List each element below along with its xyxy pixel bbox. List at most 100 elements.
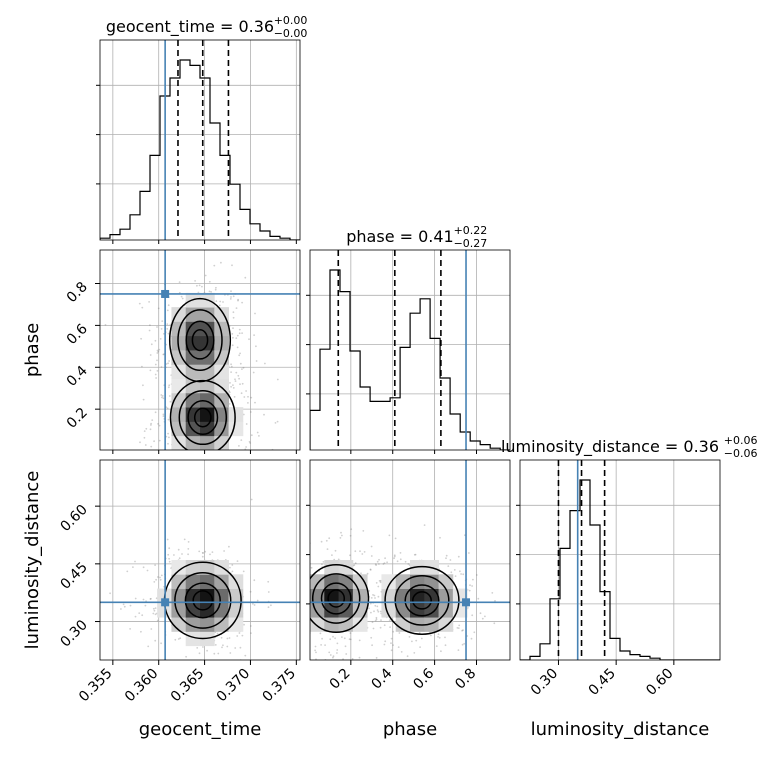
density-cell [185,364,201,379]
density-cell [214,617,229,632]
x-tick-label: 0.2 [327,666,354,693]
scatter-point [462,573,465,576]
density-cell [214,364,229,379]
scatter-point [264,362,266,365]
scatter-point [320,644,322,646]
scatter-point [210,291,213,293]
scatter-point [358,656,361,659]
scatter-point [157,307,160,310]
scatter-point [382,563,385,565]
title-geocent_time: geocent_time = 0.36 [106,17,274,37]
scatter-point [471,614,474,617]
scatter-point [238,632,241,634]
scatter-point [419,646,421,648]
scatter-point [232,327,234,329]
scatter-point [255,360,258,362]
hist-step-phase [310,269,510,450]
scatter-point [211,551,214,553]
scatter-point [314,649,316,652]
scatter-point [274,422,277,424]
scatter-point [187,548,190,550]
scatter-point [396,560,399,563]
density-cell [438,574,454,589]
scatter-point [388,534,391,537]
x-tick-label: 0.30 [528,666,561,699]
scatter-point [142,598,145,601]
scatter-point [239,383,241,386]
hist-step-luminosity_distance [520,479,720,660]
scatter-point [197,457,199,459]
scatter-point [343,637,346,640]
scatter-point [219,300,222,303]
scatter-point [263,413,265,416]
scatter-point [437,633,440,636]
contour-level-3 [311,573,361,624]
scatter-point [276,378,279,381]
density-cell [381,574,397,589]
scatter-point [201,285,203,288]
scatter-point [378,563,380,565]
scatter-point [177,548,180,551]
scatter-point [414,553,417,556]
scatter-point [457,555,460,558]
scatter-point [222,644,224,647]
scatter-point [354,562,357,565]
scatter-point [208,290,211,293]
density-cell [200,588,215,604]
contour-level-1 [193,407,212,428]
scatter-point [254,401,256,404]
scatter-point [358,639,361,642]
scatter-point [334,637,336,640]
contour-level-1 [192,590,214,611]
scatter-point [233,396,236,398]
scatter-point [120,608,122,610]
scatter-point [461,643,464,646]
scatter-point [373,610,375,613]
scatter-point [232,311,235,314]
scatter-point [374,604,377,607]
scatter-point [371,621,374,624]
scatter-point [388,619,391,621]
scatter-point [302,589,304,591]
scatter-point [139,441,141,444]
scatter-point [463,642,466,645]
scatter-point [454,575,457,577]
scatter-point [304,585,306,587]
scatter-point [235,337,238,339]
scatter-point [167,432,170,435]
scatter-point [208,280,211,283]
scatter-point [267,591,270,593]
scatter-point [305,582,307,584]
scatter-point [180,295,183,298]
hist-grid-geocent_time-x [112,40,297,240]
scatter-point [156,359,158,362]
scatter-point [415,639,418,642]
contour-level-3 [174,571,232,629]
scatter-point [238,377,241,380]
scatter-point [211,457,213,459]
density-cell [185,560,201,575]
scatter-point [253,579,256,582]
scatter-point [167,418,170,421]
panel-frame [99,459,301,661]
scatter-point [179,637,182,640]
scatter-point [354,550,357,553]
scatter-point [374,563,377,565]
scatter-point [141,306,144,309]
scatter-point [220,261,222,264]
hist-geocent_time [100,40,300,240]
scatter-point [475,574,478,576]
scatter-point [372,627,375,630]
scatter-point [471,585,473,587]
scatter-point [229,566,231,569]
scatter-point [353,564,356,567]
scatter-point [420,637,423,640]
scatter-point [377,610,380,613]
hist-frame-phase [309,249,511,451]
contour-level-4 [310,563,370,634]
scatter-point [167,553,170,556]
scatter-point [150,597,152,600]
scatter-point [328,537,331,540]
truth-lines-phase-luminosity_distance [310,460,510,660]
quantile-lines-geocent_time [177,40,230,240]
